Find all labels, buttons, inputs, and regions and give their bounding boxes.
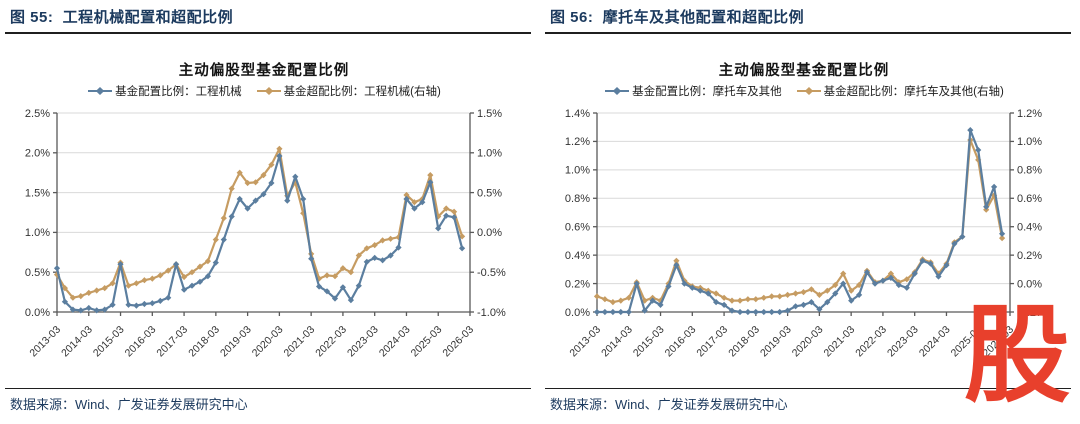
svg-text:1.2%: 1.2% [1017, 108, 1042, 120]
legend-marker-icon [796, 87, 821, 95]
svg-text:2024-03: 2024-03 [917, 324, 953, 360]
svg-text:2018-03: 2018-03 [186, 324, 222, 360]
svg-text:2026-03: 2026-03 [440, 324, 476, 360]
legend-marker-icon [256, 87, 281, 95]
figure-55: 图 55: 工程机械配置和超配比例 主动偏股型基金配置比例 基金配置比例：工程机… [0, 9, 531, 412]
figure-caption: 图 55: 工程机械配置和超配比例 [10, 9, 234, 26]
svg-text:2020-03: 2020-03 [250, 324, 286, 360]
legend-item: 基金超配比例：摩托车及其他(右轴) [796, 83, 1004, 99]
svg-text:1.5%: 1.5% [25, 187, 50, 199]
svg-text:0.0%: 0.0% [565, 307, 590, 319]
svg-text:0.4%: 0.4% [1017, 222, 1042, 234]
legend-item: 基金超配比例：工程机械(右轴) [256, 83, 441, 99]
svg-text:1.2%: 1.2% [565, 136, 590, 148]
svg-text:0.5%: 0.5% [25, 267, 50, 279]
svg-text:1.0%: 1.0% [477, 148, 502, 160]
svg-text:1.0%: 1.0% [25, 227, 50, 239]
watermark-stamp: 股 [964, 297, 1070, 415]
svg-text:2017-03: 2017-03 [694, 324, 730, 360]
svg-text:0.8%: 0.8% [565, 193, 590, 205]
svg-text:2018-03: 2018-03 [726, 324, 762, 360]
legend-label: 基金配置比例：摩托车及其他 [632, 86, 782, 98]
svg-text:2014-03: 2014-03 [59, 324, 95, 360]
caption-divider [5, 32, 531, 34]
svg-text:2022-03: 2022-03 [853, 324, 889, 360]
legend-marker-icon [88, 87, 113, 95]
chart-legend: 基金配置比例：摩托车及其他 基金超配比例：摩托车及其他(右轴) [540, 83, 1068, 99]
svg-text:1.5%: 1.5% [477, 108, 502, 120]
svg-text:2019-03: 2019-03 [758, 324, 794, 360]
svg-text:0.2%: 0.2% [1017, 250, 1042, 262]
svg-text:0.5%: 0.5% [477, 187, 502, 199]
svg-text:2013-03: 2013-03 [567, 324, 603, 360]
svg-text:2019-03: 2019-03 [218, 324, 254, 360]
svg-text:0.4%: 0.4% [565, 250, 590, 262]
chart-legend: 基金配置比例：工程机械 基金超配比例：工程机械(右轴) [0, 83, 528, 99]
line-chart: 0.0% -0.2% 0.2% 0.0% 0.4% 0.2% 0.6% 0.4% 0.8% 0.6… [565, 108, 1046, 360]
svg-text:2021-03: 2021-03 [822, 324, 858, 360]
svg-text:2016-03: 2016-03 [663, 324, 699, 360]
svg-text:-0.2%: -0.2% [1017, 307, 1046, 319]
svg-text:2013-03: 2013-03 [27, 324, 63, 360]
svg-text:-1.0%: -1.0% [477, 307, 506, 319]
svg-text:0.6%: 0.6% [1017, 193, 1042, 205]
svg-text:2015-03: 2015-03 [91, 324, 127, 360]
legend-marker-icon [605, 87, 630, 95]
svg-text:0.2%: 0.2% [565, 278, 590, 290]
svg-text:0.8%: 0.8% [1017, 165, 1042, 177]
svg-text:1.0%: 1.0% [565, 165, 590, 177]
svg-text:2.5%: 2.5% [25, 108, 50, 120]
svg-text:2024-03: 2024-03 [377, 324, 413, 360]
data-source: 数据来源：Wind、广发证券发展研究中心 [10, 397, 248, 412]
svg-text:2020-03: 2020-03 [790, 324, 826, 360]
svg-text:-0.5%: -0.5% [477, 267, 506, 279]
source-divider [545, 388, 1071, 389]
figure-caption: 图 56: 摩托车及其他配置和超配比例 [550, 9, 805, 26]
svg-text:2023-03: 2023-03 [885, 324, 921, 360]
data-source: 数据来源：Wind、广发证券发展研究中心 [550, 397, 788, 412]
legend-item: 基金配置比例：摩托车及其他 [604, 83, 782, 99]
caption-divider [545, 32, 1071, 34]
svg-text:2015-03: 2015-03 [631, 324, 667, 360]
line-chart: 0.0% -1.0% 0.5% -0.5% 1.0% 0.0% 1.5% 0.5% 2.0% 1.… [25, 108, 506, 360]
svg-text:2014-03: 2014-03 [599, 324, 635, 360]
svg-text:0.0%: 0.0% [477, 227, 502, 239]
legend-label: 基金超配比例：摩托车及其他(右轴) [823, 86, 1004, 98]
svg-text:0.0%: 0.0% [25, 307, 50, 319]
figure-56: 图 56: 摩托车及其他配置和超配比例 主动偏股型基金配置比例 基金配置比例：摩… [540, 0, 1080, 424]
svg-text:2017-03: 2017-03 [154, 324, 190, 360]
chart-title: 主动偏股型基金配置比例 [178, 63, 350, 79]
legend-label: 基金超配比例：工程机械(右轴) [283, 86, 441, 98]
chart-title: 主动偏股型基金配置比例 [718, 63, 890, 79]
svg-text:2.0%: 2.0% [25, 148, 50, 160]
svg-text:2016-03: 2016-03 [123, 324, 159, 360]
legend-label: 基金配置比例：工程机械 [115, 86, 242, 98]
svg-text:2023-03: 2023-03 [345, 324, 381, 360]
svg-text:0.6%: 0.6% [565, 222, 590, 234]
legend-item: 基金配置比例：工程机械 [87, 83, 242, 99]
svg-text:2021-03: 2021-03 [282, 324, 318, 360]
svg-text:2022-03: 2022-03 [313, 324, 349, 360]
svg-text:1.4%: 1.4% [565, 108, 590, 120]
svg-text:1.0%: 1.0% [1017, 136, 1042, 148]
source-divider [5, 388, 531, 389]
svg-text:2025-03: 2025-03 [409, 324, 445, 360]
svg-text:0.0%: 0.0% [1017, 278, 1042, 290]
